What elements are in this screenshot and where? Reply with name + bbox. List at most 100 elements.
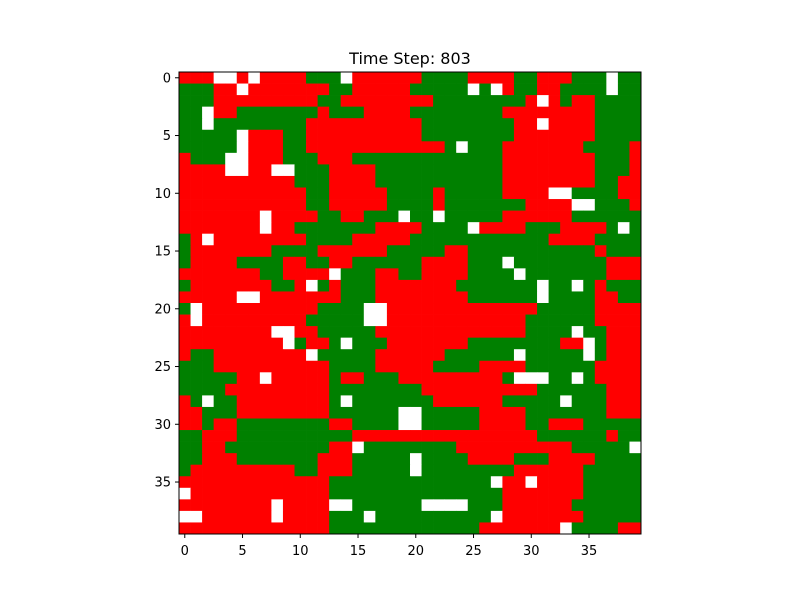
heatmap-cell-white [410, 464, 422, 477]
heatmap-cell-red [560, 464, 573, 477]
heatmap-cell-white [340, 395, 353, 408]
heatmap-cell-green [225, 141, 238, 154]
heatmap-cell-green [571, 349, 584, 362]
heatmap-cell-red [329, 199, 342, 211]
heatmap-cell-red [571, 118, 584, 131]
heatmap-cell-green [560, 406, 573, 419]
heatmap-cell-red [456, 268, 469, 281]
heatmap-cell-green [537, 406, 549, 419]
heatmap-cell-red [410, 303, 422, 315]
heatmap-cell-red [386, 141, 399, 154]
heatmap-cell-green [271, 430, 284, 442]
heatmap-cell-red [190, 245, 203, 258]
heatmap-cell-red [433, 349, 445, 362]
heatmap-cell-red [213, 164, 226, 177]
heatmap-cell-green [606, 152, 619, 165]
heatmap-cell-red [225, 187, 238, 200]
heatmap-cell-red [606, 326, 619, 338]
heatmap-cell-green [548, 279, 561, 292]
heatmap-cell-white [490, 476, 503, 489]
heatmap-cell-green [456, 83, 469, 96]
heatmap-cell-red [271, 303, 284, 315]
heatmap-cell-green [537, 303, 549, 315]
heatmap-cell-red [213, 210, 226, 223]
heatmap-cell-red [306, 95, 318, 107]
heatmap-cell-green [398, 256, 411, 269]
heatmap-cell-green [456, 129, 469, 142]
heatmap-cell-red [617, 349, 630, 362]
heatmap-cell-red [282, 406, 295, 419]
heatmap-cell-green [479, 175, 492, 188]
heatmap-cell-green [421, 118, 434, 131]
heatmap-cell-green [433, 487, 445, 500]
heatmap-cell-red [190, 199, 203, 211]
heatmap-cell-green [479, 83, 492, 96]
y-tick-label: 25 [154, 360, 171, 375]
heatmap-cell-red [548, 72, 561, 84]
heatmap-cell-red [548, 510, 561, 523]
heatmap-cell-green [594, 256, 607, 269]
heatmap-cell-red [583, 453, 596, 466]
heatmap-cell-green [513, 256, 526, 269]
heatmap-cell-red [294, 487, 307, 500]
heatmap-cell-red [352, 164, 365, 177]
heatmap-cell-green [329, 314, 342, 327]
heatmap-cell-green [571, 72, 584, 84]
heatmap-cell-green [410, 268, 422, 281]
heatmap-cell-green [467, 487, 480, 500]
heatmap-cell-green [617, 72, 630, 84]
heatmap-cell-red [190, 175, 203, 188]
heatmap-cell-white [560, 522, 573, 535]
heatmap-cell-red [617, 372, 630, 385]
heatmap-cell-red [259, 337, 272, 350]
heatmap-cell-red [317, 129, 330, 142]
heatmap-cell-red [282, 187, 295, 200]
heatmap-cell-red [306, 499, 318, 512]
heatmap-cell-green [444, 522, 457, 535]
heatmap-cell-red [202, 487, 214, 500]
heatmap-cell-green [271, 256, 284, 269]
heatmap-cell-red [502, 406, 515, 419]
heatmap-cell-red [479, 406, 492, 419]
heatmap-cell-red [179, 268, 191, 281]
heatmap-cell-red [548, 152, 561, 165]
heatmap-cell-green [317, 314, 330, 327]
heatmap-cell-red [594, 360, 607, 373]
heatmap-cell-red [340, 210, 353, 223]
heatmap-cell-red [306, 383, 318, 396]
heatmap-cell-red [352, 245, 365, 258]
heatmap-cell-green [398, 464, 411, 477]
heatmap-cell-green [444, 83, 457, 96]
heatmap-cell-red [282, 303, 295, 315]
heatmap-cell-green [259, 418, 272, 431]
heatmap-cell-red [340, 95, 353, 107]
heatmap-cell-red [375, 245, 388, 258]
heatmap-cell-green [583, 464, 596, 477]
heatmap-cell-green [329, 406, 342, 419]
heatmap-cell-green [179, 279, 191, 292]
heatmap-cell-red [202, 314, 214, 327]
heatmap-cell-green [456, 279, 469, 292]
heatmap-cell-red [525, 141, 538, 154]
heatmap-cell-red [317, 83, 330, 96]
heatmap-cell-green [467, 245, 480, 258]
heatmap-cell-green [421, 245, 434, 258]
heatmap-cell-green [594, 430, 607, 442]
heatmap-cell-red [213, 291, 226, 304]
heatmap-cell-red [617, 395, 630, 408]
heatmap-cell-red [502, 487, 515, 500]
heatmap-cell-green [386, 152, 399, 165]
heatmap-cell-red [375, 187, 388, 200]
heatmap-cell-green [617, 487, 630, 500]
heatmap-cell-green [571, 187, 584, 200]
heatmap-cell-red [410, 72, 422, 84]
heatmap-cell-red [213, 510, 226, 523]
heatmap-cell-green [548, 326, 561, 338]
heatmap-cell-white [340, 499, 353, 512]
heatmap-cell-green [629, 233, 642, 246]
heatmap-cell-green [444, 406, 457, 419]
heatmap-cell-red [329, 256, 342, 269]
heatmap-cell-red [248, 476, 261, 489]
heatmap-cell-green [583, 406, 596, 419]
heatmap-cell-red [583, 95, 596, 107]
